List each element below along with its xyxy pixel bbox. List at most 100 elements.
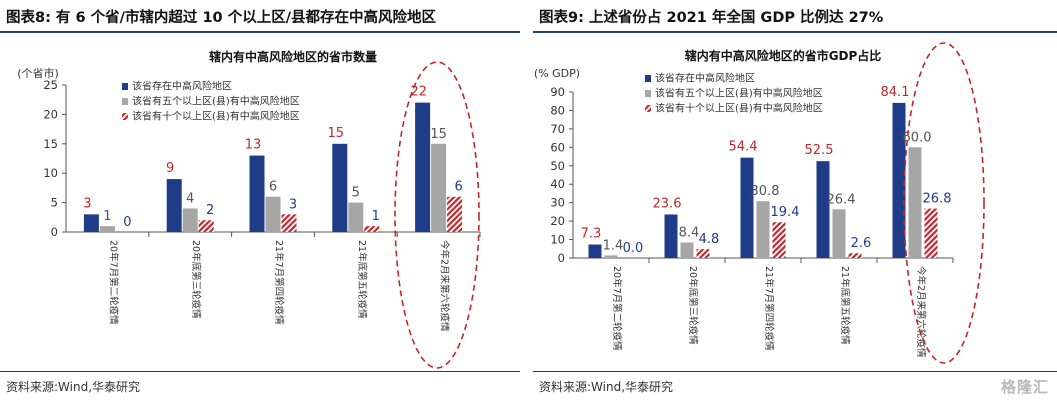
y-axis-label: (个省市) bbox=[17, 66, 59, 80]
figure-title: 图表8: 有 6 个省/市辖内超过 10 个以上区/县都存在中高风险地区 bbox=[6, 10, 436, 26]
y-tick-label: 80 bbox=[550, 103, 565, 117]
chart-gdp-share: 辖内有中高风险地区的省市GDP占比 (% GDP) 0 10 20 30 40 50 60 70 8… bbox=[534, 42, 985, 364]
bar-five-plus bbox=[832, 209, 846, 258]
x-tick-label: 21年底第五轮疫情 bbox=[356, 240, 368, 319]
source-note: 资料来源:Wind,华泰研究 bbox=[539, 380, 674, 394]
bar-ten-plus bbox=[848, 253, 862, 258]
figure-title: 图表9: 上述省份占 2021 年全国 GDP 比例达 27% bbox=[539, 10, 884, 26]
data-label: 0 bbox=[123, 215, 131, 230]
panel-left: 图表8: 有 6 个省/市辖内超过 10 个以上区/县都存在中高风险地区 辖内有… bbox=[0, 0, 520, 405]
y-tick-label: 60 bbox=[550, 140, 565, 154]
data-label: 9 bbox=[166, 161, 174, 176]
legend-label: 该省有五个以上区(县)有中高风险地区 bbox=[655, 87, 823, 100]
data-label: 30.8 bbox=[751, 184, 780, 199]
bar-ten-plus bbox=[364, 226, 380, 232]
y-axis-label: (% GDP) bbox=[534, 67, 580, 80]
data-label: 7.3 bbox=[581, 227, 602, 242]
bar-ten-plus bbox=[924, 208, 938, 258]
data-label: 1 bbox=[372, 209, 380, 224]
data-label: 54.4 bbox=[729, 140, 758, 155]
bar-ten-plus bbox=[281, 214, 297, 232]
data-label: 0.0 bbox=[623, 241, 644, 256]
legend-swatch bbox=[645, 90, 651, 97]
legend-label: 该省存在中高风险地区 bbox=[132, 80, 232, 93]
data-label: 52.5 bbox=[805, 143, 834, 158]
x-tick-label: 今年2月来第六轮疫情 bbox=[915, 266, 927, 358]
data-label: 22 bbox=[410, 85, 427, 100]
data-label: 15 bbox=[328, 126, 345, 141]
data-label: 8.4 bbox=[679, 226, 700, 241]
bar-ten-plus bbox=[198, 220, 214, 232]
footer-rule bbox=[533, 371, 1057, 372]
x-tick-label: 20年7月第二轮疫情 bbox=[107, 240, 119, 325]
data-label: 2.6 bbox=[851, 236, 872, 251]
data-label: 4.8 bbox=[699, 232, 720, 247]
bar-present bbox=[588, 244, 602, 258]
data-label: 26.8 bbox=[923, 192, 952, 207]
legend-swatch bbox=[122, 113, 128, 120]
bar-five-plus bbox=[431, 143, 447, 232]
x-tick-label: 今年2月来第六轮疫情 bbox=[439, 240, 451, 332]
data-label: 5 bbox=[352, 186, 360, 201]
data-label: 60.0 bbox=[903, 130, 932, 145]
highlight-oval bbox=[394, 61, 480, 369]
y-tick-label: 5 bbox=[51, 196, 58, 210]
data-label: 15 bbox=[430, 127, 447, 142]
bar-present bbox=[249, 155, 265, 232]
x-tick-label: 21年7月第四轮疫情 bbox=[273, 240, 285, 325]
bar-present bbox=[166, 179, 182, 232]
data-label: 23.6 bbox=[653, 196, 682, 211]
data-label: 13 bbox=[245, 138, 262, 153]
y-tick-label: 20 bbox=[550, 214, 565, 228]
bar-present bbox=[740, 157, 754, 258]
data-label: 6 bbox=[269, 180, 277, 195]
panel-right: 图表9: 上述省份占 2021 年全国 GDP 比例达 27% 辖内有中高风险地… bbox=[533, 0, 1057, 405]
bar-five-plus bbox=[680, 242, 694, 258]
y-tick-label: 70 bbox=[550, 122, 565, 136]
data-label: 1 bbox=[103, 209, 111, 224]
data-label: 4 bbox=[186, 191, 194, 206]
legend-swatch bbox=[645, 75, 651, 82]
data-label: 3 bbox=[83, 196, 91, 211]
legend-label: 该省存在中高风险地区 bbox=[655, 72, 755, 85]
bar-five-plus bbox=[908, 147, 922, 258]
title-rule bbox=[0, 31, 520, 33]
chart-title: 辖内有中高风险地区的省市数量 bbox=[209, 49, 377, 64]
data-label: 3 bbox=[289, 197, 297, 212]
bar-five-plus bbox=[265, 196, 281, 232]
legend-swatch bbox=[645, 105, 651, 112]
x-tick-label: 21年底第五轮疫情 bbox=[839, 266, 851, 345]
bar-ten-plus bbox=[772, 222, 786, 258]
y-tick-label: 20 bbox=[43, 107, 58, 121]
bar-present bbox=[332, 143, 348, 232]
source-note: 资料来源:Wind,华泰研究 bbox=[6, 380, 141, 394]
highlight-oval bbox=[903, 42, 985, 364]
bar-five-plus bbox=[99, 226, 115, 232]
bar-present bbox=[816, 161, 830, 258]
x-tick-label: 21年7月第四轮疫情 bbox=[763, 266, 775, 351]
bar-present bbox=[415, 102, 431, 232]
y-tick-label: 0 bbox=[558, 251, 565, 265]
y-tick-label: 15 bbox=[43, 137, 58, 151]
data-label: 1.4 bbox=[603, 238, 624, 253]
data-label: 6 bbox=[454, 180, 462, 195]
bar-present bbox=[664, 214, 678, 258]
data-label: 19.4 bbox=[771, 205, 800, 220]
legend-swatch bbox=[122, 83, 128, 90]
legend-label: 该省有五个以上区(县)有中高风险地区 bbox=[132, 95, 300, 108]
legend-label: 该省有十个以上区(县)有中高风险地区 bbox=[655, 102, 823, 115]
x-tick-label: 20年底第三轮疫情 bbox=[190, 240, 202, 319]
legend-swatch bbox=[122, 98, 128, 105]
data-label: 26.4 bbox=[827, 192, 856, 207]
bar-present bbox=[83, 214, 99, 232]
title-rule bbox=[533, 31, 1057, 33]
bar-five-plus bbox=[348, 202, 364, 232]
bar-ten-plus bbox=[447, 196, 463, 232]
legend-label: 该省有十个以上区(县)有中高风险地区 bbox=[132, 110, 300, 123]
y-tick-label: 10 bbox=[43, 166, 58, 180]
y-tick-label: 50 bbox=[550, 159, 565, 173]
x-tick-label: 20年7月第二轮疫情 bbox=[611, 266, 623, 351]
bar-ten-plus bbox=[696, 249, 710, 258]
y-tick-label: 30 bbox=[550, 196, 565, 210]
